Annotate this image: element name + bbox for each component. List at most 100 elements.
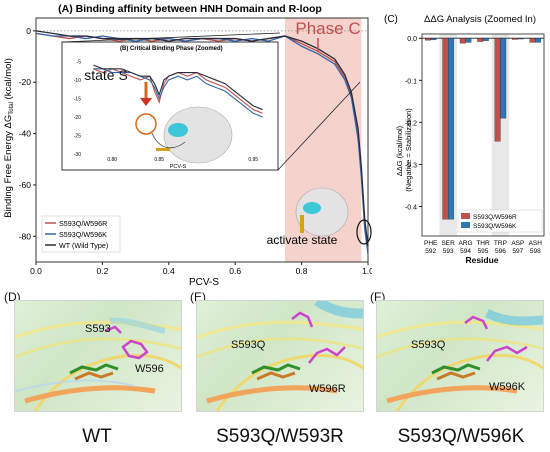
c-y-tick-label: -0.3 bbox=[405, 162, 417, 169]
b-x-tick-label: 0.95 bbox=[248, 157, 258, 163]
b-y-tick-label: -5 bbox=[77, 59, 82, 65]
state-s-label: state S bbox=[84, 67, 128, 83]
bar-k bbox=[500, 38, 507, 119]
activate-state-marker bbox=[356, 219, 372, 245]
x-tick-label: 1.0 bbox=[362, 266, 372, 276]
structure-image-wt: S593 W596 bbox=[14, 300, 182, 412]
legend-label: WT (Wild Type) bbox=[59, 241, 108, 250]
x-tick-label: 0.0 bbox=[30, 266, 42, 276]
bar-k bbox=[430, 38, 437, 41]
c-legend-label: S593Q/W596R bbox=[473, 214, 517, 221]
panel-b-title: (B) Critical Binding Phase (Zoomed) bbox=[120, 46, 223, 52]
inset-structure bbox=[163, 106, 233, 164]
residue-label-s593q-f: S593Q bbox=[411, 339, 446, 351]
x-tick-label: 0.8 bbox=[296, 266, 308, 276]
series-line-2 bbox=[35, 32, 369, 255]
caption-s593q-w593r: S593Q/W593R bbox=[216, 426, 344, 447]
x-tick-label: 0.4 bbox=[163, 266, 175, 276]
panel-a-legend bbox=[41, 215, 121, 253]
activate-state-label: activate state bbox=[267, 233, 338, 247]
bar-r bbox=[494, 38, 501, 142]
bar-r bbox=[442, 38, 449, 220]
y-tick-label: -80 bbox=[19, 231, 32, 241]
bar-k bbox=[482, 38, 489, 41]
bar-r bbox=[529, 38, 536, 43]
y-tick-label: -20 bbox=[19, 77, 32, 87]
b-y-tick-label: -15 bbox=[74, 96, 81, 102]
series-line-3 bbox=[35, 30, 369, 247]
bar-r bbox=[512, 38, 519, 40]
state-s-arrowhead bbox=[140, 98, 152, 106]
bar-k bbox=[465, 38, 472, 43]
panel-a-ylabel: Binding Free Energy ΔGTotal (kcal/mol) bbox=[3, 58, 15, 217]
binding-affinity-chart: (A) Binding affinity between HNH Domain … bbox=[3, 3, 372, 288]
bar-r bbox=[459, 38, 466, 44]
c-legend-swatch bbox=[461, 222, 470, 228]
state-s-connector bbox=[151, 132, 186, 149]
panel-a-axes: 0 -20 -40 -60 -80 0.0 0.2 0.4 0.6 0.8 1.0 Phase C (B… bbox=[19, 17, 372, 276]
b-y-tick-label: -10 bbox=[74, 78, 81, 84]
panel-a-xlabel: PCV-S bbox=[189, 277, 219, 288]
b-y-tick-label: -20 bbox=[74, 115, 81, 121]
residue-label-s593q: S593Q bbox=[231, 339, 266, 351]
bar-k bbox=[447, 38, 454, 220]
panel-c-frame bbox=[421, 33, 545, 237]
residue-label-w596: W596 bbox=[135, 363, 164, 375]
phase-c-label: Phase C bbox=[295, 19, 360, 38]
panel-a-frame bbox=[35, 17, 369, 263]
bar-r bbox=[424, 38, 431, 41]
panel-c-title: ΔΔG Analysis (Zoomed In) bbox=[424, 14, 536, 25]
caption-s593q-w596k: S593Q/W596K bbox=[397, 426, 525, 447]
legend-label: S593Q/W596R bbox=[59, 219, 107, 228]
residue-tick-label: SER 593 bbox=[441, 240, 455, 255]
x-tick-label: 0.6 bbox=[229, 266, 241, 276]
active-helix bbox=[303, 202, 321, 214]
zoom-line-top bbox=[61, 32, 281, 43]
b-x-tick-label: 0.80 bbox=[107, 157, 117, 163]
residue-label-w596r: W596R bbox=[309, 383, 346, 395]
b-xlabel: PCV-S bbox=[170, 164, 187, 170]
c-y-tick-label: 0.0 bbox=[407, 36, 417, 43]
b-x-tick-label: 0.85 bbox=[154, 157, 164, 163]
x-tick-label: 0.2 bbox=[96, 266, 108, 276]
c-legend-label: S593Q/W596K bbox=[473, 223, 517, 230]
c-y-tick-label: -0.2 bbox=[405, 120, 417, 127]
residue-tick-label: ASH 598 bbox=[529, 240, 543, 255]
panel-c-letter: (C) bbox=[384, 14, 398, 25]
bar-k bbox=[517, 38, 524, 40]
active-dna bbox=[300, 215, 304, 233]
panel-c-xlabel: Residue bbox=[465, 255, 498, 265]
panel-c-ylabel: ΔΔG (kcal/mol) (Negative = Stabilization… bbox=[395, 108, 413, 192]
y-tick-label: 0 bbox=[26, 26, 31, 36]
residue-tick-label: PHE 592 bbox=[424, 240, 438, 255]
residue-tick-label: TRP 596 bbox=[494, 240, 507, 255]
residue-label-w596k: W596K bbox=[489, 381, 526, 393]
inset-helix bbox=[168, 123, 188, 137]
structure-image-w596k: S593Q W596K bbox=[376, 300, 544, 412]
zoom-line-bottom bbox=[277, 81, 361, 171]
residue-tick-label: THR 595 bbox=[476, 240, 490, 255]
ddg-analysis-chart: (C) ΔΔG Analysis (Zoomed In) 0.0 -0.1 -0.2… bbox=[384, 14, 545, 265]
panel-a-title: (A) Binding affinity between HNH Domain … bbox=[58, 3, 322, 15]
b-y-tick-label: -25 bbox=[74, 133, 81, 139]
y-tick-label: -40 bbox=[19, 129, 32, 139]
active-structure bbox=[295, 187, 349, 237]
residue-label-s593: S593 bbox=[85, 323, 111, 335]
state-s-circle bbox=[135, 113, 157, 135]
inset-series-2 bbox=[93, 68, 263, 118]
caption-wt: WT bbox=[82, 426, 112, 447]
c-y-tick-label: -0.4 bbox=[405, 205, 417, 212]
panel-c-legend bbox=[457, 209, 543, 233]
bar-r bbox=[477, 38, 484, 42]
bar-k bbox=[535, 38, 542, 43]
legend-label: S593Q/W596K bbox=[59, 230, 107, 239]
y-tick-label: -60 bbox=[19, 180, 32, 190]
inset-dna bbox=[156, 148, 170, 151]
c-y-tick-label: -0.1 bbox=[405, 78, 417, 85]
c-legend-swatch bbox=[461, 213, 470, 219]
residue-tick-label: ARG 594 bbox=[459, 240, 473, 255]
structure-image-w596r: S593Q W596R bbox=[196, 300, 364, 412]
b-y-tick-label: -30 bbox=[74, 152, 81, 158]
residue-tick-label: ASP 597 bbox=[511, 240, 524, 255]
